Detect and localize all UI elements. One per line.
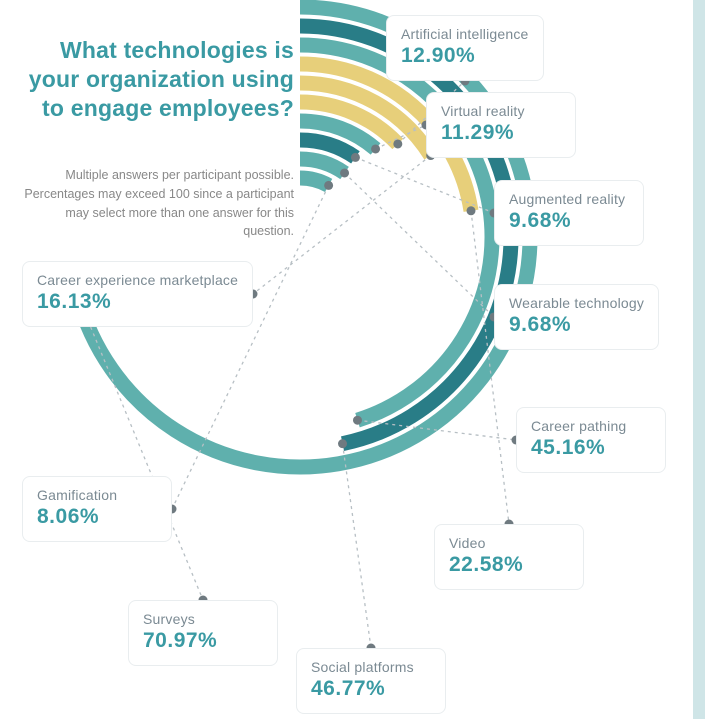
label-text: Surveys: [143, 611, 263, 627]
leader-line: [77, 295, 203, 600]
label-text: Career experience marketplace: [37, 272, 238, 288]
label-box-artificial-intelligence: Artificial intelligence 12.90%: [386, 15, 544, 81]
label-box-video: Video 22.58%: [434, 524, 584, 590]
label-value: 16.13%: [37, 290, 238, 314]
leader-dot-arc-icon: [353, 416, 362, 425]
label-text: Social platforms: [311, 659, 431, 675]
label-box-career-experience-marketplace: Career experience marketplace 16.13%: [22, 261, 253, 327]
label-box-surveys: Surveys 70.97%: [128, 600, 278, 666]
label-text: Virtual reality: [441, 103, 561, 119]
label-box-virtual-reality: Virtual reality 11.29%: [426, 92, 576, 158]
leader-dot-arc-icon: [324, 181, 333, 190]
label-text: Career pathing: [531, 418, 651, 434]
leader-dot-arc-icon: [393, 139, 402, 148]
label-value: 12.90%: [401, 44, 529, 68]
label-text: Wearable technology: [509, 295, 644, 311]
side-accent-bar: [693, 0, 705, 719]
label-value: 46.77%: [311, 677, 431, 701]
label-box-augmented-reality: Augmented reality 9.68%: [494, 180, 644, 246]
label-text: Gamification: [37, 487, 157, 503]
label-text: Artificial intelligence: [401, 26, 529, 42]
label-value: 11.29%: [441, 121, 561, 145]
radial-chart: [0, 0, 705, 719]
label-box-gamification: Gamification 8.06%: [22, 476, 172, 542]
label-text: Video: [449, 535, 569, 551]
label-text: Augmented reality: [509, 191, 629, 207]
label-value: 8.06%: [37, 505, 157, 529]
label-value: 45.16%: [531, 436, 651, 460]
label-box-wearable-technology: Wearable technology 9.68%: [494, 284, 659, 350]
label-box-career-pathing: Career pathing 45.16%: [516, 407, 666, 473]
label-value: 9.68%: [509, 209, 629, 233]
label-value: 9.68%: [509, 313, 644, 337]
label-box-social-platforms: Social platforms 46.77%: [296, 648, 446, 714]
leader-dot-arc-icon: [371, 144, 380, 153]
label-value: 22.58%: [449, 553, 569, 577]
leader-line: [343, 444, 371, 648]
leader-dot-arc-icon: [351, 153, 360, 162]
leader-dot-arc-icon: [338, 439, 347, 448]
leader-dot-arc-icon: [340, 168, 349, 177]
leader-dot-arc-icon: [467, 206, 476, 215]
label-value: 70.97%: [143, 629, 263, 653]
